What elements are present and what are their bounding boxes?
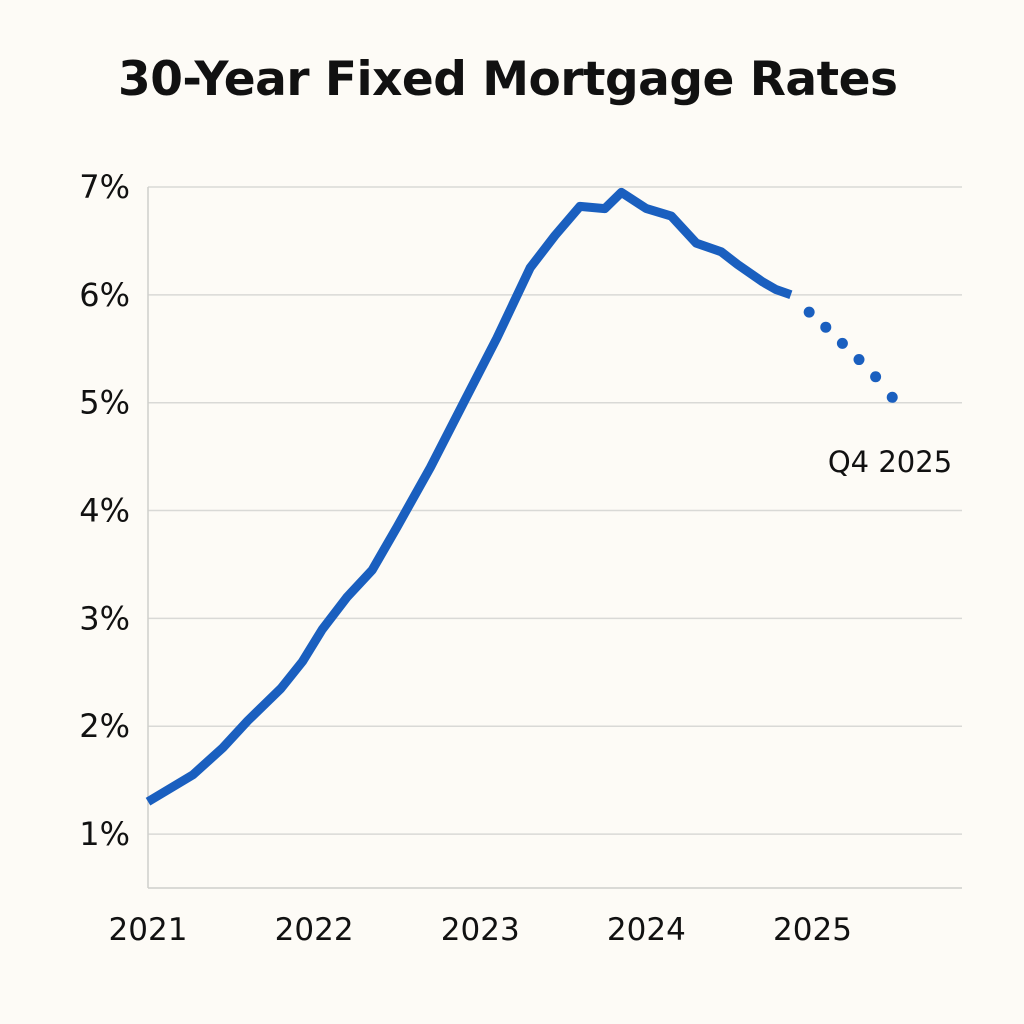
forecast-point: [836, 337, 848, 349]
y-tick-label: 1%: [79, 815, 130, 853]
chart-title: 30-Year Fixed Mortgage Rates: [118, 52, 898, 107]
y-tick-label: 4%: [79, 492, 130, 530]
y-axis-ticks: 1% 2% 3% 4% 5% 6% 7%: [79, 168, 130, 853]
x-tick-label: 2022: [275, 912, 354, 948]
series-line-historical: [145, 187, 793, 806]
y-tick-label: 2%: [79, 707, 130, 745]
forecast-point: [870, 371, 882, 383]
y-tick-label: 3%: [79, 599, 130, 637]
annotation-label: Q4 2025: [828, 445, 952, 479]
forecast-point: [820, 321, 832, 333]
y-tick-label: 5%: [79, 384, 130, 422]
forecast-point: [803, 306, 815, 318]
y-tick-label: 6%: [79, 276, 130, 314]
series-lines: [145, 187, 898, 806]
x-tick-label: 2025: [773, 912, 852, 948]
x-tick-label: 2024: [607, 912, 686, 948]
x-tick-label: 2023: [441, 912, 520, 948]
axes: [147, 187, 962, 889]
y-tick-label: 7%: [79, 168, 130, 206]
x-tick-label: 2021: [109, 912, 188, 948]
annotations: Q4 2025: [828, 445, 952, 479]
gridlines: [148, 186, 962, 835]
x-axis-ticks: 2021 2022 2023 2024 2025: [109, 912, 852, 948]
forecast-point: [853, 354, 865, 366]
forecast-point: [886, 391, 898, 403]
